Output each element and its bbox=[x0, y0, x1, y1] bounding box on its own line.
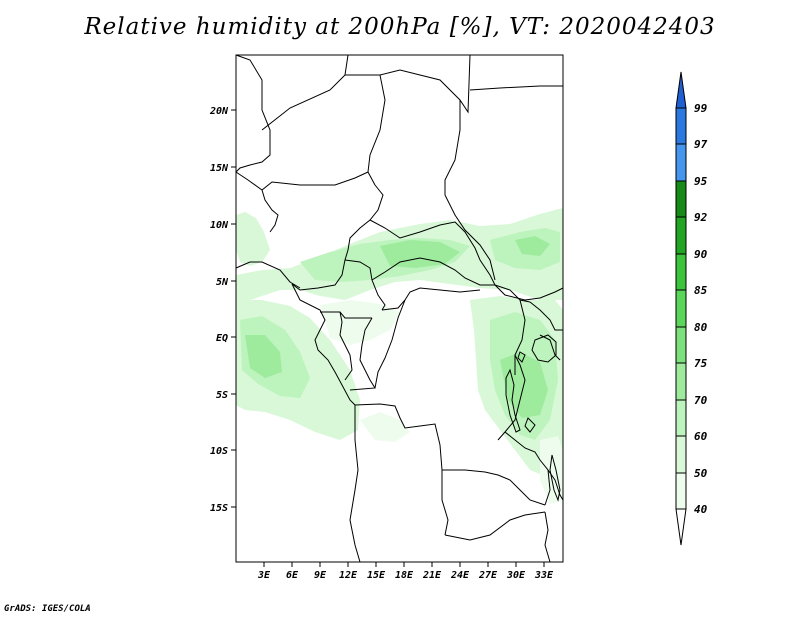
colorbar-segment-60-70 bbox=[675, 399, 687, 437]
latitude-axis: 20N 15N 10N 5N EQ 5S 10S 15S bbox=[209, 106, 236, 514]
colorbar-segment-95-97 bbox=[675, 143, 687, 182]
colorbar-label-85: 85 bbox=[694, 284, 708, 297]
lon-label-33e: 33E bbox=[534, 570, 554, 581]
colorbar-label-90: 90 bbox=[694, 248, 708, 261]
colorbar-label-50: 50 bbox=[694, 467, 708, 480]
colorbar-segment-80-85 bbox=[675, 289, 687, 328]
lon-label-15e: 15E bbox=[367, 570, 386, 581]
colorbar-segment-97-99 bbox=[675, 107, 687, 145]
colorbar-bottom-triangle bbox=[675, 508, 687, 546]
colorbar-segment-90-92 bbox=[675, 216, 687, 255]
lon-label-9e: 9E bbox=[314, 570, 327, 581]
colorbar-segment-50-60 bbox=[675, 435, 687, 474]
colorbar-top-triangle bbox=[675, 71, 687, 109]
lat-label-15n: 15N bbox=[210, 163, 229, 174]
colorbar-label-92: 92 bbox=[694, 211, 708, 224]
lon-label-3e: 3E bbox=[257, 570, 271, 581]
colorbar-segment-75-80 bbox=[675, 326, 687, 364]
colorbar-segment-70-75 bbox=[675, 362, 687, 401]
map-area: 20N 15N 10N 5N EQ 5S 10S 15S 3E 6E 9E 12… bbox=[209, 54, 564, 581]
lat-label-15s: 15S bbox=[210, 503, 228, 514]
lon-label-30e: 30E bbox=[506, 570, 526, 581]
lat-label-20n: 20N bbox=[209, 106, 229, 117]
colorbar-segment-92-95 bbox=[675, 180, 687, 218]
lakes bbox=[505, 334, 561, 502]
colorbar-label-97: 97 bbox=[694, 138, 708, 151]
longitude-axis: 3E 6E 9E 12E 15E 18E 21E 24E 27E 30E 33E bbox=[257, 562, 554, 581]
colorbar-label-99: 99 bbox=[694, 102, 708, 115]
colorbar bbox=[675, 71, 687, 546]
grads-credit: GrADS: IGES/COLA bbox=[4, 604, 91, 614]
colorbar-label-80: 80 bbox=[694, 321, 708, 334]
colorbar-label-60: 60 bbox=[694, 430, 708, 443]
lon-label-21e: 21E bbox=[422, 570, 442, 581]
colorbar-label-75: 75 bbox=[694, 357, 708, 370]
country-borders bbox=[235, 54, 564, 563]
map-title: Relative humidity at 200hPa [%], VT: 202… bbox=[84, 14, 716, 40]
colorbar-segment-85-90 bbox=[675, 253, 687, 291]
lon-label-27e: 27E bbox=[478, 570, 498, 581]
lat-label-5n: 5N bbox=[216, 277, 229, 288]
colorbar-labels: 99 97 95 92 90 85 80 75 70 60 50 40 bbox=[694, 102, 708, 516]
colorbar-label-70: 70 bbox=[694, 394, 708, 407]
humidity-shading bbox=[236, 208, 563, 504]
lon-label-12e: 12E bbox=[339, 570, 358, 581]
lon-label-18e: 18E bbox=[395, 570, 414, 581]
lat-label-eq: EQ bbox=[216, 333, 228, 344]
lat-label-10s: 10S bbox=[210, 446, 228, 457]
colorbar-segment-40-50 bbox=[675, 472, 687, 510]
map-frame bbox=[235, 54, 564, 563]
colorbar-label-95: 95 bbox=[694, 175, 708, 188]
lat-label-5s: 5S bbox=[216, 390, 228, 401]
colorbar-label-40: 40 bbox=[694, 503, 708, 516]
lon-label-6e: 6E bbox=[286, 570, 299, 581]
lon-label-24e: 24E bbox=[450, 570, 470, 581]
lat-label-10n: 10N bbox=[210, 220, 229, 231]
